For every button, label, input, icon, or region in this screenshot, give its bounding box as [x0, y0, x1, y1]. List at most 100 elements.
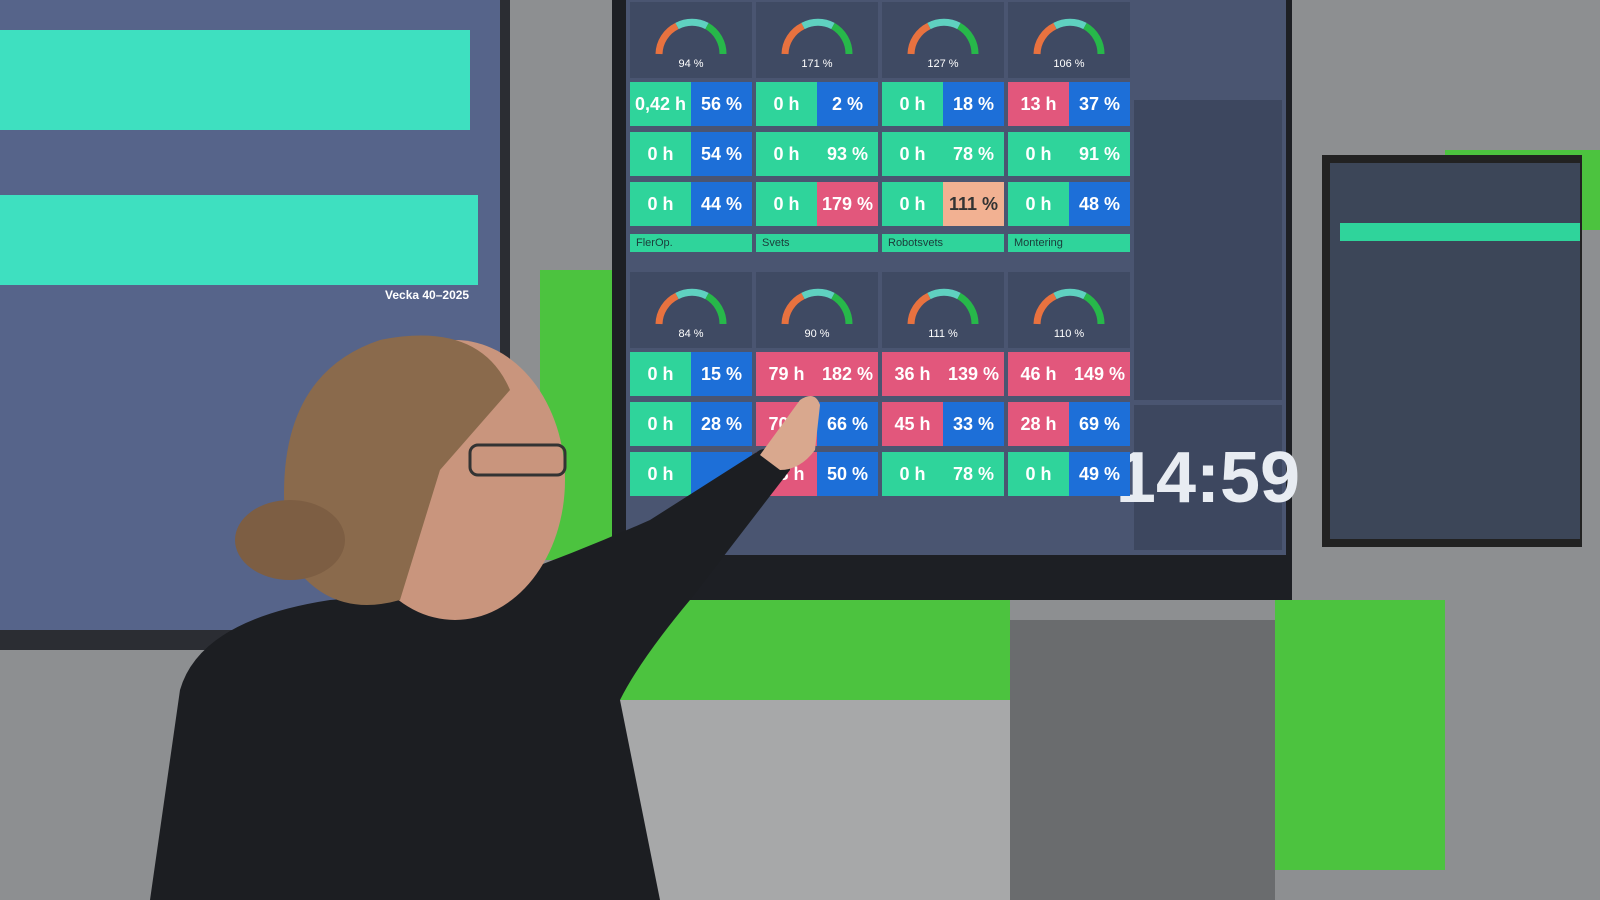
hours: 0,42 h: [630, 82, 691, 126]
percent: 139 %: [943, 352, 1004, 396]
hours: 0 h: [882, 82, 943, 126]
gauge: 106 %: [1008, 2, 1130, 78]
gauge-dial: [781, 288, 853, 325]
percent: 18 %: [943, 82, 1004, 126]
kpi-tile: 0 h 44 %: [630, 182, 752, 226]
percent: 37 %: [1069, 82, 1130, 126]
kpi-tile: 0 h 91 %: [1008, 132, 1130, 176]
right-monitor: [1322, 155, 1582, 547]
gauge: 84 %: [630, 272, 752, 348]
gauge-value: 110 %: [1053, 328, 1085, 340]
gauge: 111 %: [882, 272, 1004, 348]
kpi-tile: 28 h 69 %: [1008, 402, 1130, 446]
kpi-tile: 46 h 149 %: [1008, 352, 1130, 396]
kpi-tile: 0 h 93 %: [756, 132, 878, 176]
kpi-tile: 0 h 78 %: [882, 132, 1004, 176]
kpi-tile: 0 h 15 %: [630, 352, 752, 396]
percent: 69 %: [1069, 402, 1130, 446]
gauge-value: 171 %: [801, 58, 833, 70]
kpi-tile: 0 h 111 %: [882, 182, 1004, 226]
teal-bar: [1340, 223, 1580, 241]
hours: 0 h: [630, 452, 691, 496]
section-label: Robotsvets: [882, 234, 1004, 252]
percent: 78 %: [943, 132, 1004, 176]
kpi-tile: 0 h 18 %: [882, 82, 1004, 126]
gauge-value: 94 %: [678, 58, 704, 70]
hours: 28 h: [1008, 402, 1069, 446]
hand: [760, 396, 820, 470]
kpi-tile: 36 h 139 %: [882, 352, 1004, 396]
hours: 0 h: [1008, 132, 1069, 176]
hours: 0 h: [630, 402, 691, 446]
hours: 0 h: [882, 452, 943, 496]
gauge-value: 106 %: [1053, 58, 1085, 70]
green-panel: [1275, 600, 1445, 870]
hours: 0 h: [1008, 452, 1069, 496]
hours: 13 h: [1008, 82, 1069, 126]
kpi-tile: 0 h 28 %: [630, 402, 752, 446]
info-panel: [1134, 100, 1282, 400]
dashboard: 14:59 94 % 0,42 h 56 % 0 h 54 % 0 h 44 % 84 % 0 …: [626, 0, 1300, 555]
gauge-dial: [655, 18, 727, 55]
percent: 54 %: [691, 132, 752, 176]
kpi-tile: 0 h 48 %: [1008, 182, 1130, 226]
gauge-value: 127 %: [927, 58, 959, 70]
percent: 56 %: [691, 82, 752, 126]
gauge-value: 84 %: [678, 328, 704, 340]
gauge: 110 %: [1008, 272, 1130, 348]
hours: 46 h: [1008, 352, 1069, 396]
kpi-tile: 0 h 179 %: [756, 182, 878, 226]
section-label: Montering: [1008, 234, 1130, 252]
percent: 50 %: [817, 452, 878, 496]
clock: 14:59: [1116, 405, 1300, 550]
hours: 0 h: [756, 182, 817, 226]
glasses: [468, 443, 567, 477]
hours: 0 h: [756, 132, 817, 176]
kpi-tile: 0 h 78 %: [882, 452, 1004, 496]
hours: 0 h: [630, 132, 691, 176]
percent: 15 %: [691, 352, 752, 396]
percent: 111 %: [943, 182, 1004, 226]
hours: 0 h: [756, 82, 817, 126]
gauge: 171 %: [756, 2, 878, 78]
kpi-tile: 0 h 54 %: [630, 132, 752, 176]
percent: 91 %: [1069, 132, 1130, 176]
hours: 79 h: [756, 352, 817, 396]
wall-panel: [1010, 620, 1275, 900]
gauge: 90 %: [756, 272, 878, 348]
percent: 149 %: [1069, 352, 1130, 396]
gauge-dial: [1033, 288, 1105, 325]
gauge-dial: [907, 288, 979, 325]
hours: 0 h: [882, 182, 943, 226]
hours: 0 h: [882, 132, 943, 176]
kpi-tile: 45 h 33 %: [882, 402, 1004, 446]
kpi-tile: 0,42 h 56 %: [630, 82, 752, 126]
hours: 0 h: [630, 182, 691, 226]
hair-bun: [235, 500, 345, 580]
right-screen: [1330, 163, 1580, 539]
percent: 33 %: [943, 402, 1004, 446]
wall-panel: [610, 700, 1010, 900]
percent: 2 %: [817, 82, 878, 126]
gauge: 94 %: [630, 2, 752, 78]
percent: 78 %: [943, 452, 1004, 496]
gauge-value: 90 %: [804, 328, 830, 340]
kpi-tile: 79 h 182 %: [756, 352, 878, 396]
kpi-tile: 13 h 37 %: [1008, 82, 1130, 126]
section-label: Svets: [756, 234, 878, 252]
percent: 28 %: [691, 402, 752, 446]
hoodie: [150, 447, 790, 900]
gauge-dial: [1033, 18, 1105, 55]
gauge-value: 111 %: [928, 328, 958, 340]
gauge-dial: [907, 18, 979, 55]
gauge: 127 %: [882, 2, 1004, 78]
hours: 36 h: [882, 352, 943, 396]
kpi-tile: 0 h 49 %: [1008, 452, 1130, 496]
hours: 45 h: [882, 402, 943, 446]
gauge-dial: [655, 288, 727, 325]
hours: 0 h: [1008, 182, 1069, 226]
teal-bar: [0, 195, 478, 285]
hours: 0 h: [630, 352, 691, 396]
